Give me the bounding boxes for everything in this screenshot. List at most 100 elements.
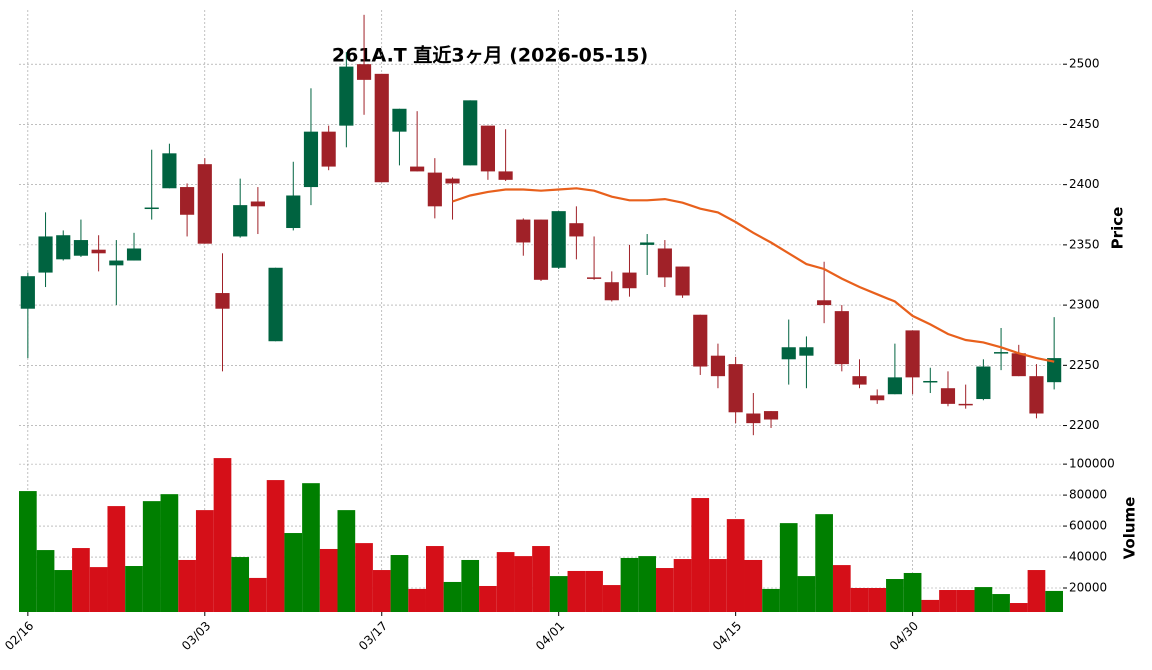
candle-body — [56, 235, 71, 260]
candle-body — [976, 366, 991, 400]
volume-bar — [620, 557, 639, 612]
candle-body — [197, 164, 212, 244]
volume-bar — [479, 585, 497, 612]
volume-bar — [762, 588, 780, 612]
volume-bar — [956, 590, 975, 612]
candle-body — [303, 131, 319, 188]
candle-body — [533, 219, 549, 280]
y-tick-label: 2400 — [1069, 177, 1100, 191]
volume-bar — [602, 585, 621, 612]
candle-body — [339, 66, 354, 126]
candle-body — [480, 125, 495, 172]
candle-body — [799, 347, 814, 356]
volume-bar — [656, 568, 674, 612]
volume-bar — [673, 559, 692, 612]
volume-bar — [726, 519, 745, 612]
candle-body — [1011, 353, 1026, 377]
candle-body — [728, 364, 743, 413]
candle-body — [73, 240, 89, 256]
x-tick-label: 03/03 — [179, 619, 213, 653]
volume-bar — [691, 498, 710, 612]
volume-bar — [939, 590, 957, 612]
y-tick-label: 2450 — [1069, 117, 1100, 131]
y-tick-label: 2250 — [1069, 358, 1100, 372]
volume-bar — [89, 567, 108, 612]
volume-bar — [1027, 570, 1046, 612]
volume-bar — [425, 546, 444, 612]
volume-bar — [372, 570, 391, 612]
volume-bar — [797, 576, 816, 612]
candle-body — [852, 376, 867, 385]
candle-body — [781, 347, 796, 360]
volume-bar — [567, 570, 586, 612]
volume-bar — [319, 548, 338, 612]
candle-body — [657, 248, 672, 278]
volume-bar — [142, 501, 161, 612]
volume-bar — [921, 599, 940, 612]
volume-bar — [19, 491, 37, 612]
candle-body — [162, 153, 177, 189]
volume-bar — [107, 506, 126, 612]
candle-body — [20, 276, 35, 309]
volume-bar — [532, 546, 550, 612]
x-tick-label: 04/30 — [887, 619, 921, 653]
candle-body — [233, 205, 248, 237]
candle-body — [498, 171, 513, 180]
candle-body — [640, 242, 655, 245]
volume-bar — [709, 559, 727, 612]
volume-bar — [355, 543, 373, 612]
x-tick-label: 04/01 — [533, 619, 567, 653]
volume-bar — [125, 566, 143, 612]
candle-body — [215, 293, 230, 309]
volume-bar — [514, 556, 533, 612]
candle-body — [180, 187, 195, 215]
volume-bar — [160, 494, 179, 612]
candle-body — [109, 260, 124, 266]
candle-body — [923, 380, 938, 383]
candle-body — [321, 131, 336, 167]
candle-body — [887, 377, 902, 395]
candle-body — [410, 166, 425, 172]
volume-bar — [744, 559, 763, 612]
y-tick-label: 40000 — [1069, 550, 1107, 564]
candle-body — [1029, 376, 1044, 414]
candle-body — [746, 413, 761, 424]
candle-body — [905, 330, 920, 378]
candle-body — [817, 300, 832, 306]
volume-bar — [886, 579, 904, 612]
candle-body — [763, 411, 779, 420]
volume-bar — [443, 581, 462, 612]
volume-bar — [36, 550, 55, 612]
volume-bar — [266, 480, 285, 612]
volume-bar — [284, 533, 303, 612]
candle-body — [374, 73, 389, 183]
candle-body — [622, 272, 637, 289]
volume-axis-label: Volume — [1121, 497, 1139, 560]
y-tick-label: 2350 — [1069, 237, 1100, 251]
y-tick-label: 2300 — [1069, 298, 1100, 312]
candle-body — [126, 248, 142, 261]
volume-bar — [390, 555, 409, 612]
volume-bar — [408, 588, 426, 612]
candle-body — [993, 352, 1009, 354]
candle-body — [144, 207, 159, 210]
candle-body — [551, 211, 566, 268]
y-tick-label: 80000 — [1069, 488, 1107, 502]
volume-bar — [1045, 590, 1063, 612]
volume-bar — [779, 523, 798, 612]
volume-bar — [72, 548, 90, 612]
candle-body — [569, 223, 584, 237]
volume-bar — [549, 576, 568, 612]
candle-body — [250, 201, 265, 207]
volume-bar — [54, 570, 73, 612]
candle-body — [463, 100, 478, 166]
candle-body — [958, 403, 973, 406]
candle-body — [693, 314, 708, 367]
y-tick-label: 20000 — [1069, 581, 1107, 595]
volume-bar — [213, 458, 232, 612]
candle-body — [710, 355, 726, 377]
volume-bar — [850, 588, 869, 612]
y-tick-label: 2500 — [1069, 57, 1100, 71]
volume-bar — [337, 510, 356, 612]
x-tick-label: 02/16 — [2, 619, 36, 653]
